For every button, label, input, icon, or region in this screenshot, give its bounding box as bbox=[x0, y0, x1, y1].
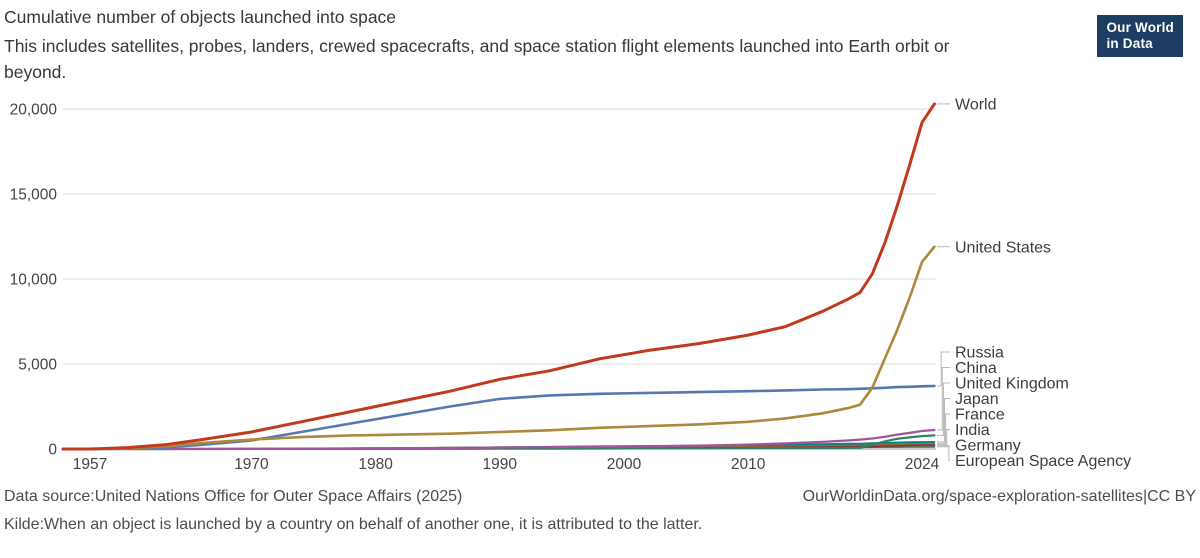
label-connector-japan bbox=[937, 398, 950, 443]
data-source: Data source:United Nations Office for Ou… bbox=[4, 488, 462, 506]
owid-logo-line2: in Data bbox=[1106, 36, 1153, 51]
series-label-france: France bbox=[955, 407, 1005, 424]
label-connector-france bbox=[937, 413, 950, 444]
data-source-text: United Nations Office for Outer Space Af… bbox=[94, 488, 463, 505]
y-axis-tick-label: 15,000 bbox=[10, 187, 58, 204]
series-line-russia bbox=[61, 384, 936, 451]
label-connector-china bbox=[937, 367, 950, 431]
x-axis-tick-label: 1957 bbox=[73, 456, 107, 473]
owid-logo: Our World in Data bbox=[1097, 15, 1183, 57]
chart-title: Cumulative number of objects launched in… bbox=[4, 7, 397, 27]
series-label-japan: Japan bbox=[955, 391, 999, 408]
series-label-united-states: United States bbox=[955, 240, 1051, 257]
label-connector-india bbox=[937, 429, 950, 446]
series-label-united-kingdom: United Kingdom bbox=[955, 376, 1069, 393]
y-axis-tick-label: 5,000 bbox=[18, 357, 57, 374]
series-label-european-space-agency: European Space Agency bbox=[955, 453, 1131, 470]
label-connector-united-kingdom bbox=[937, 382, 950, 436]
footer-row: Data source:United Nations Office for Ou… bbox=[4, 488, 1196, 506]
series-line-world bbox=[61, 102, 936, 451]
series-label-germany: Germany bbox=[955, 438, 1021, 455]
series-line-china bbox=[61, 428, 936, 451]
y-axis-tick-label: 20,000 bbox=[10, 102, 58, 119]
note-text: When an object is launched by a country … bbox=[44, 516, 703, 533]
owid-logo-line1: Our World bbox=[1106, 20, 1174, 35]
series-label-world: World bbox=[955, 97, 997, 114]
series-label-russia: Russia bbox=[955, 345, 1004, 362]
x-axis-tick-label: 1980 bbox=[358, 456, 393, 473]
series-label-india: India bbox=[955, 422, 990, 439]
x-axis-tick-label: 1990 bbox=[483, 456, 518, 473]
footer-separator: | bbox=[1142, 488, 1148, 505]
note-label: Kilde: bbox=[4, 516, 45, 533]
x-axis-tick-label: 2000 bbox=[607, 456, 642, 473]
footer-note: Kilde:When an object is launched by a co… bbox=[4, 516, 702, 534]
label-connector-european-space-agency bbox=[937, 446, 950, 461]
y-axis-tick-label: 10,000 bbox=[10, 272, 58, 289]
chart-subtitle: This includes satellites, probes, lander… bbox=[4, 36, 950, 82]
series-label-china: China bbox=[955, 360, 997, 377]
x-axis-tick-label: 2010 bbox=[731, 456, 766, 473]
license-cc-by[interactable]: CC BY bbox=[1147, 488, 1196, 505]
label-connector-russia bbox=[937, 351, 950, 387]
y-axis-tick-label: 0 bbox=[48, 442, 57, 459]
x-axis-tick-label: 1970 bbox=[234, 456, 269, 473]
footer-link: OurWorldinData.org/space-exploration-sat… bbox=[803, 488, 1196, 506]
series-line-united-states bbox=[61, 245, 936, 451]
x-axis-tick-label: 2024 bbox=[905, 456, 940, 473]
owid-url[interactable]: OurWorldinData.org/space-exploration-sat… bbox=[802, 488, 1143, 505]
data-source-label: Data source: bbox=[4, 488, 95, 505]
